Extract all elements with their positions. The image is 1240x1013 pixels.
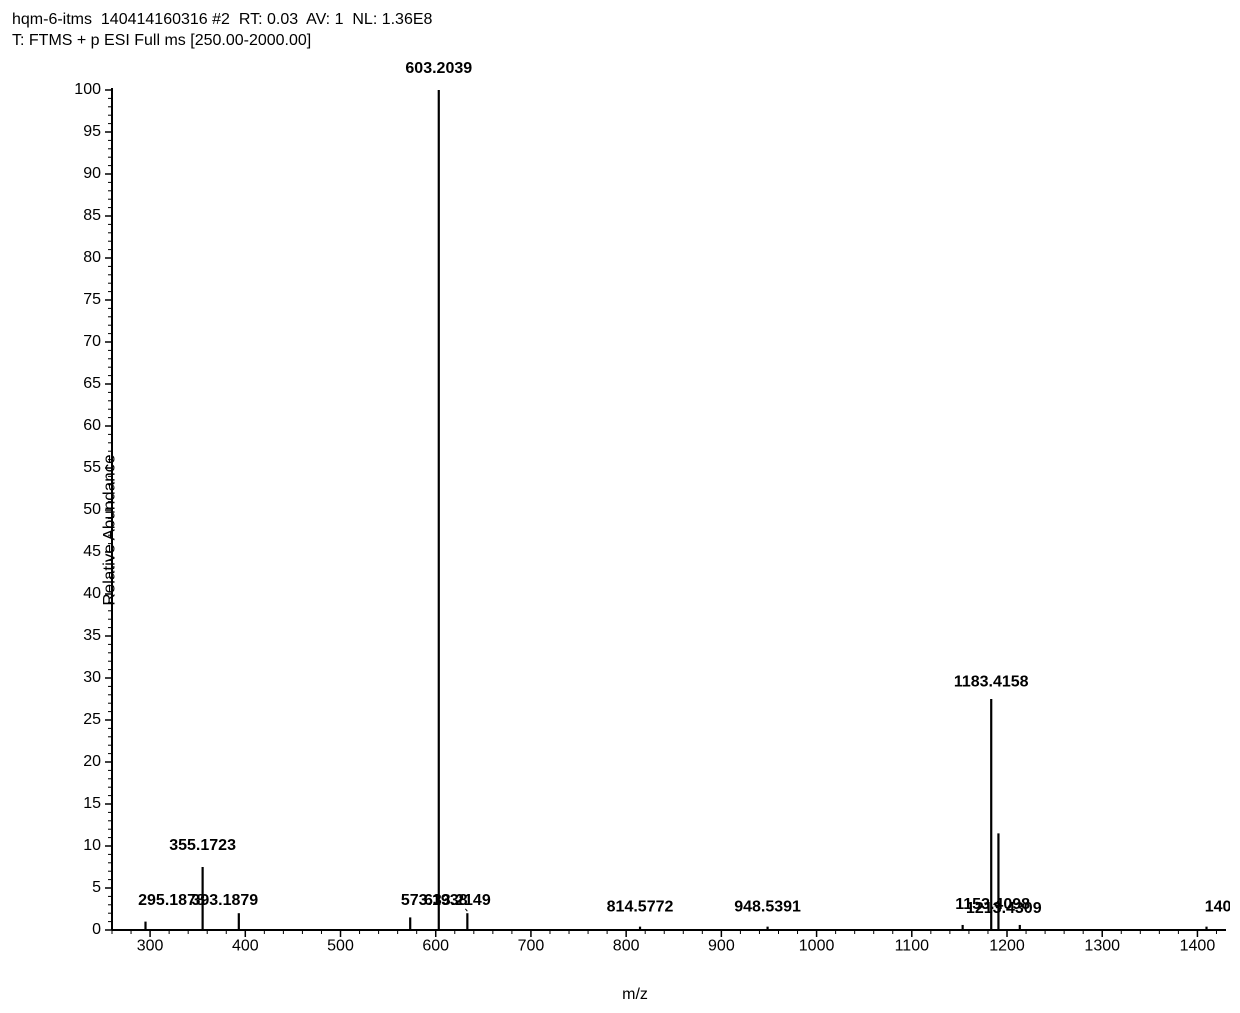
svg-text:15: 15 <box>83 795 101 812</box>
svg-text:95: 95 <box>83 123 101 140</box>
svg-text:500: 500 <box>327 937 354 954</box>
svg-text:45: 45 <box>83 543 101 560</box>
svg-text:90: 90 <box>83 165 101 182</box>
svg-text:75: 75 <box>83 291 101 308</box>
y-axis-label: Relative Abundance <box>100 454 120 605</box>
header-line-1: hqm-6-itms 140414160316 #2 RT: 0.03 AV: … <box>12 11 432 28</box>
svg-text:1100: 1100 <box>895 937 930 954</box>
svg-text:10: 10 <box>83 837 101 854</box>
svg-text:700: 700 <box>518 937 545 954</box>
svg-text:60: 60 <box>83 417 101 434</box>
svg-text:814.5772: 814.5772 <box>607 899 674 916</box>
svg-text:300: 300 <box>137 937 164 954</box>
x-axis-label: m/z <box>622 986 648 1004</box>
svg-text:355.1723: 355.1723 <box>169 837 236 854</box>
svg-text:1000: 1000 <box>799 937 835 954</box>
svg-text:633.2149: 633.2149 <box>424 892 491 909</box>
svg-text:85: 85 <box>83 207 101 224</box>
svg-text:900: 900 <box>708 937 735 954</box>
svg-text:100: 100 <box>74 81 101 98</box>
svg-text:600: 600 <box>422 937 449 954</box>
svg-text:1183.4158: 1183.4158 <box>954 673 1029 690</box>
svg-text:800: 800 <box>613 937 640 954</box>
svg-text:1300: 1300 <box>1084 937 1120 954</box>
scan-header: hqm-6-itms 140414160316 #2 RT: 0.03 AV: … <box>12 10 432 52</box>
svg-text:80: 80 <box>83 249 101 266</box>
svg-text:1409.5305: 1409.5305 <box>1205 899 1230 916</box>
svg-text:393.1879: 393.1879 <box>191 892 258 909</box>
svg-text:70: 70 <box>83 333 101 350</box>
svg-text:20: 20 <box>83 753 101 770</box>
svg-text:1200: 1200 <box>989 937 1025 954</box>
svg-text:25: 25 <box>83 711 101 728</box>
svg-text:65: 65 <box>83 375 101 392</box>
svg-text:40: 40 <box>83 585 101 602</box>
spectrum-svg: 0 5 10 15 20 25 30 35 40 45 50 55 60 65 70 75 80 85 90 95 10… <box>40 60 1230 970</box>
svg-text:400: 400 <box>232 937 259 954</box>
svg-text:603.2039: 603.2039 <box>405 60 472 77</box>
page: hqm-6-itms 140414160316 #2 RT: 0.03 AV: … <box>0 0 1240 1013</box>
svg-text:948.5391: 948.5391 <box>734 899 801 916</box>
svg-text:35: 35 <box>83 627 101 644</box>
spectrum-plot: Relative Abundance 0 5 10 15 20 25 30 35 40 45 50 5… <box>40 60 1230 1000</box>
svg-text:1213.4309: 1213.4309 <box>966 900 1042 917</box>
svg-text:1400: 1400 <box>1180 937 1216 954</box>
header-line-2: T: FTMS + p ESI Full ms [250.00-2000.00] <box>12 32 311 49</box>
svg-text:5: 5 <box>92 879 101 896</box>
svg-text:30: 30 <box>83 669 101 686</box>
svg-text:50: 50 <box>83 501 101 518</box>
svg-text:55: 55 <box>83 459 101 476</box>
svg-text:0: 0 <box>92 921 101 938</box>
